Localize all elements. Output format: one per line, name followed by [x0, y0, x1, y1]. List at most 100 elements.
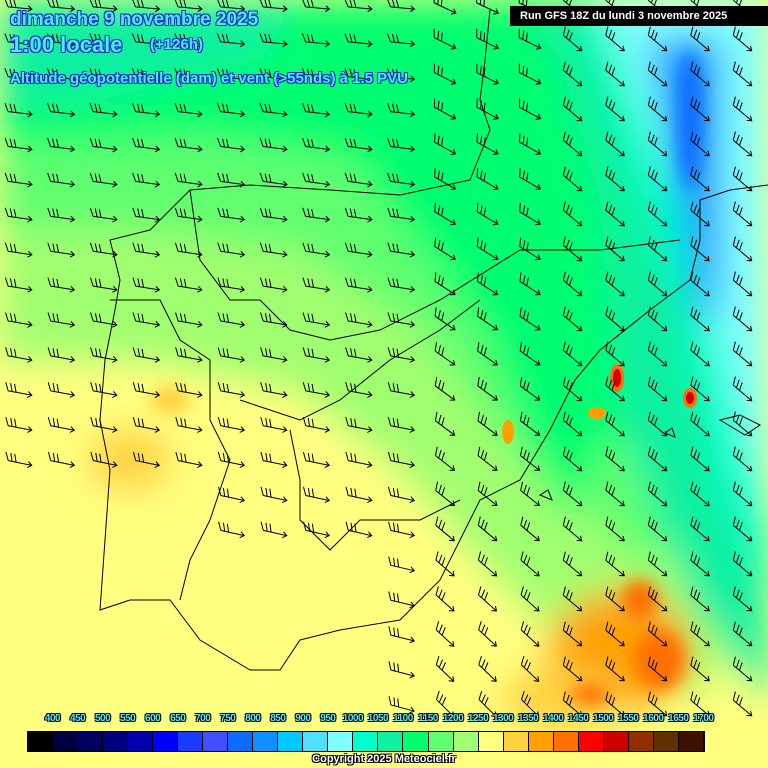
wind-barb [605, 96, 625, 122]
wind-barb [387, 277, 416, 293]
wind-barb [433, 28, 457, 50]
wind-barb [4, 103, 33, 118]
wind-barb [477, 551, 498, 577]
legend-swatch [303, 732, 329, 751]
wind-barb [259, 277, 288, 293]
wind-barb [562, 341, 583, 367]
wind-barb [174, 103, 203, 118]
wind-barb [476, 98, 499, 120]
legend-tick: 1400 [543, 713, 564, 724]
wind-barb [131, 68, 161, 83]
wind-barb [605, 26, 625, 52]
legend-ticks: 400 450 500 550 600 650 700 750 800 850 900 950 1000… [40, 713, 716, 727]
wind-barb [732, 691, 753, 717]
wind-barb [647, 271, 668, 297]
wind-barb [647, 551, 668, 577]
wind-barb [174, 33, 203, 48]
legend-tick: 600 [145, 713, 161, 724]
wind-barb [476, 168, 499, 191]
wind-barb [478, 586, 498, 612]
legend-swatch [578, 732, 604, 751]
wind-barb [562, 61, 583, 87]
wind-barb [562, 586, 583, 612]
wind-barb [435, 446, 456, 471]
wind-barb [433, 63, 457, 85]
wind-barb [132, 207, 161, 223]
wind-barb [89, 68, 118, 83]
wind-barb [89, 103, 118, 118]
legend-swatch [128, 732, 154, 751]
legend-swatch [628, 732, 654, 751]
wind-barb [4, 242, 33, 258]
wind-barb [47, 312, 76, 328]
wind-barb [732, 656, 753, 682]
wind-barb [303, 486, 331, 504]
legend-swatch [528, 732, 554, 751]
wind-barb [433, 0, 457, 15]
wind-barb [690, 26, 710, 52]
legend-tick: 650 [170, 713, 186, 724]
wind-barb [732, 271, 753, 297]
wind-barb [259, 172, 288, 188]
wind-barb [302, 103, 331, 118]
wind-barb [690, 516, 710, 542]
wind-barb [174, 0, 203, 13]
wind-barb [89, 172, 118, 188]
wind-barb [217, 382, 246, 398]
wind-barb [89, 277, 118, 293]
wind-barb [435, 656, 455, 682]
wind-barb [562, 621, 583, 647]
wind-barb [175, 347, 203, 363]
wind-barb [690, 621, 710, 647]
wind-barb [89, 207, 118, 223]
wind-barb [520, 551, 540, 577]
wind-barb [605, 61, 625, 87]
wind-barb [302, 172, 331, 188]
wind-barb [562, 411, 583, 437]
wind-barb [132, 312, 161, 328]
wind-barb [175, 451, 203, 468]
wind-barb [259, 137, 288, 153]
wind-barb [387, 382, 416, 398]
wind-barb [174, 68, 203, 83]
wind-barb [46, 0, 76, 13]
wind-barb [47, 451, 76, 468]
wind-barb [302, 137, 331, 153]
wind-barb [301, 33, 331, 48]
legend-tick: 1550 [618, 713, 639, 724]
wind-barb [260, 312, 288, 328]
wind-barb [647, 586, 668, 612]
wind-barb [47, 416, 76, 433]
wind-barb [732, 446, 753, 472]
wind-barb [302, 312, 331, 328]
wind-barb [302, 451, 331, 468]
legend-swatch [653, 732, 679, 751]
wind-barb [344, 0, 373, 13]
wind-barb [47, 242, 76, 258]
wind-barb [435, 690, 455, 718]
wind-barbs [4, 0, 753, 718]
wind-barb [562, 271, 583, 297]
wind-barb [131, 0, 161, 13]
legend-swatch [478, 732, 504, 751]
wind-barb [260, 486, 288, 504]
wind-barb [647, 166, 668, 192]
wind-barb [344, 103, 373, 118]
wind-barb [477, 481, 498, 507]
wind-barb [218, 486, 246, 504]
wind-barb [434, 133, 457, 156]
wind-barb [388, 556, 416, 574]
wind-barb [174, 172, 203, 188]
wind-barb [647, 481, 668, 507]
wind-barb [647, 131, 668, 157]
legend-tick: 950 [320, 713, 336, 724]
wind-barb [478, 621, 497, 647]
wind-barb [90, 416, 118, 433]
wind-barb [435, 551, 455, 577]
wind-barb [4, 68, 33, 83]
legend-swatch [403, 732, 429, 751]
wind-barb [434, 168, 457, 191]
wind-barb [260, 416, 288, 433]
wind-barb [175, 416, 203, 433]
wind-barb [132, 137, 161, 153]
